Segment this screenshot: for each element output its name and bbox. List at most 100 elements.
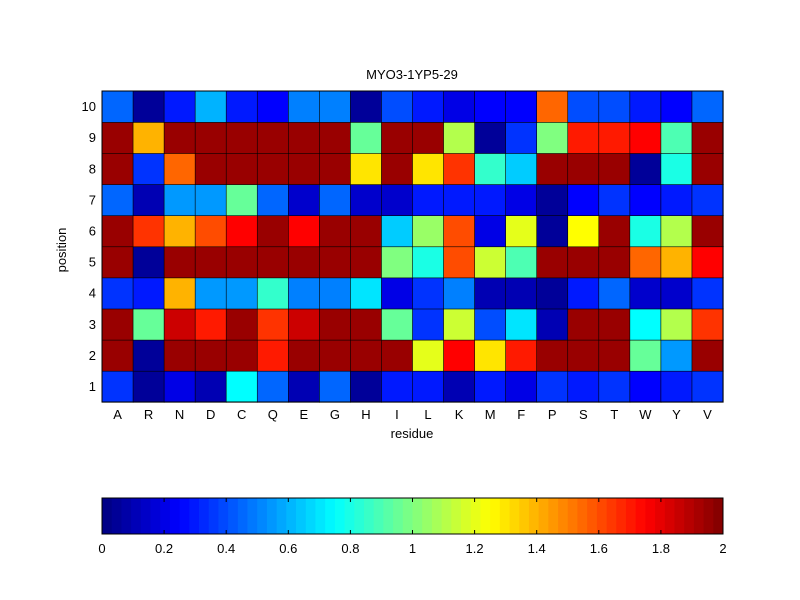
heatmap-cell-I-2 (381, 339, 414, 372)
heatmap-cell-I-10 (381, 90, 414, 123)
heatmap-cell-P-5 (536, 246, 569, 279)
heatmap-cell-W-7 (629, 184, 662, 217)
heatmap-cell-Q-4 (256, 277, 289, 310)
heatmap-cell-H-10 (350, 90, 383, 123)
heatmap-cell-M-4 (474, 277, 507, 310)
heatmap-cell-F-6 (505, 215, 538, 248)
colorbar-segment (121, 498, 132, 534)
heatmap-cell-R-6 (132, 215, 165, 248)
heatmap-cell-H-2 (350, 339, 383, 372)
heatmap-cell-R-1 (132, 370, 165, 403)
heatmap-cell-Q-7 (256, 184, 289, 217)
heatmap-cell-K-3 (443, 308, 476, 341)
colorbar-segment (567, 498, 578, 534)
heatmap-cell-R-10 (132, 90, 165, 123)
heatmap-cell-V-8 (691, 152, 724, 185)
heatmap-cell-M-6 (474, 215, 507, 248)
x-tick-label: Q (268, 407, 278, 422)
heatmap-cell-P-9 (536, 121, 569, 154)
heatmap-cell-F-9 (505, 121, 538, 154)
heatmap-cell-D-10 (194, 90, 227, 123)
heatmap-cell-C-3 (225, 308, 258, 341)
x-tick-label: W (639, 407, 652, 422)
plot-frame (101, 90, 724, 403)
heatmap-cell-T-9 (598, 121, 631, 154)
heatmap-cell-R-3 (132, 308, 165, 341)
heatmap-cell-Y-5 (660, 246, 693, 279)
colorbar-segment (674, 498, 685, 534)
y-tick-labels: 1 2 3 4 5 6 7 8 9 10 (82, 99, 96, 394)
heatmap-cell-F-10 (505, 90, 538, 123)
heatmap-cell-D-1 (194, 370, 227, 403)
colorbar (102, 498, 724, 534)
heatmap-cell-L-10 (412, 90, 445, 123)
x-tick-label: I (395, 407, 399, 422)
heatmap-cell-A-6 (101, 215, 134, 248)
heatmap-cell-P-8 (536, 152, 569, 185)
heatmap-cell-A-10 (101, 90, 134, 123)
x-tick-label: P (548, 407, 557, 422)
heatmap-cell-W-8 (629, 152, 662, 185)
colorbar-segment (655, 498, 666, 534)
heatmap-cell-T-3 (598, 308, 631, 341)
heatmap-cell-I-1 (381, 370, 414, 403)
heatmap-cell-A-1 (101, 370, 134, 403)
heatmap-cell-C-8 (225, 152, 258, 185)
heatmap-cell-G-1 (319, 370, 352, 403)
heatmap-cell-G-10 (319, 90, 352, 123)
heatmap-cell-S-10 (567, 90, 600, 123)
heatmap-cell-F-7 (505, 184, 538, 217)
heatmap-cell-V-6 (691, 215, 724, 248)
heatmap-cell-V-4 (691, 277, 724, 310)
colorbar-segment (664, 498, 675, 534)
colorbar-segment (470, 498, 481, 534)
heatmap-cell-V-10 (691, 90, 724, 123)
y-tick-label: 4 (89, 286, 96, 301)
heatmap-cell-I-4 (381, 277, 414, 310)
chart-title: MYO3-1YP5-29 (366, 67, 458, 82)
heatmap-cell-P-6 (536, 215, 569, 248)
colorbar-segment (257, 498, 268, 534)
heatmap-cell-F-4 (505, 277, 538, 310)
heatmap-cell-E-4 (287, 277, 320, 310)
heatmap-cell-C-1 (225, 370, 258, 403)
heatmap-cell-W-3 (629, 308, 662, 341)
colorbar-segment (325, 498, 336, 534)
heatmap-cell-P-3 (536, 308, 569, 341)
heatmap-cell-T-7 (598, 184, 631, 217)
colorbar-segment (625, 498, 637, 534)
heatmap-cell-H-9 (350, 121, 383, 154)
heatmap-cell-F-1 (505, 370, 538, 403)
colorbar-segment (519, 498, 530, 534)
x-tick-label: A (113, 407, 122, 422)
heatmap-cell-H-4 (350, 277, 383, 310)
heatmap-cell-T-8 (598, 152, 631, 185)
colorbar-segment (344, 498, 355, 534)
colorbar-segment (422, 498, 433, 534)
colorbar-segment (412, 498, 423, 534)
heatmap-cell-Q-1 (256, 370, 289, 403)
heatmap-cell-W-1 (629, 370, 662, 403)
heatmap-cell-V-7 (691, 184, 724, 217)
colorbar-segment (383, 498, 394, 534)
heatmap-cell-E-8 (287, 152, 320, 185)
heatmap-cell-M-5 (474, 246, 507, 279)
colorbar-segment (509, 498, 520, 534)
x-tick-label: K (455, 407, 464, 422)
heatmap-cell-N-10 (163, 90, 196, 123)
colorbar-segment (208, 498, 219, 534)
colorbar-segment (393, 498, 404, 534)
x-tick-label: T (610, 407, 618, 422)
heatmap-cell-A-4 (101, 277, 134, 310)
colorbar-segment (645, 498, 656, 534)
heatmap-cell-S-2 (567, 339, 600, 372)
heatmap-cell-D-3 (194, 308, 227, 341)
colorbar-tick-label: 0.8 (341, 541, 359, 556)
heatmap-cell-I-6 (381, 215, 414, 248)
colorbar-tick-label: 2 (719, 541, 726, 556)
heatmap-cell-A-5 (101, 246, 134, 279)
colorbar-segment (334, 498, 345, 534)
heatmap-cell-L-2 (412, 339, 445, 372)
colorbar-segment (713, 498, 724, 534)
heatmap-cell-Y-4 (660, 277, 693, 310)
